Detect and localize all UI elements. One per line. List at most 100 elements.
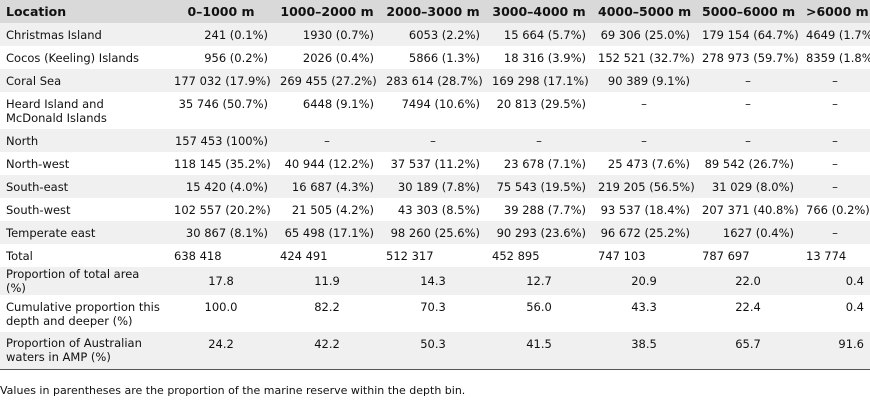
table-cell: 50.3 — [420, 337, 446, 351]
table-cell: 102 557 (20.2%) — [174, 202, 271, 217]
table-cell: 38.5 — [631, 337, 657, 351]
table-row: North-west 118 145 (35.2%) 40 944 (12.2%… — [0, 152, 870, 175]
table-cell: 278 973 (59.7%) — [702, 50, 799, 65]
table-cell: 20.9 — [631, 274, 657, 288]
header-depth-over-6000: >6000 m — [806, 4, 869, 19]
row-label: Proportion of total area (%) — [6, 267, 140, 295]
table-cell: 14.3 — [420, 274, 446, 288]
table-row: Cocos (Keeling) Islands 956 (0.2%) 2026 … — [0, 46, 870, 69]
table-cell: 56.0 — [526, 300, 552, 314]
table-cell: – — [745, 133, 751, 148]
table-row: South-west 102 557 (20.2%) 21 505 (4.2%)… — [0, 198, 870, 221]
table-cell: – — [832, 73, 838, 88]
row-label: North-west — [6, 156, 70, 171]
table-cell: 65.7 — [735, 337, 761, 351]
row-label: Coral Sea — [6, 73, 62, 88]
table-cell: 0.4 — [845, 300, 864, 314]
table-cell: – — [832, 225, 838, 240]
table-cell: 152 521 (32.7%) — [598, 50, 695, 65]
table-cell: 37 537 (11.2%) — [390, 156, 480, 171]
table-cell: 13 774 — [806, 248, 847, 263]
table-cell: – — [641, 133, 647, 148]
table-cell: – — [641, 97, 647, 111]
table-cell: 11.9 — [314, 274, 340, 288]
table-cell: – — [536, 133, 542, 148]
row-label: North — [6, 133, 39, 148]
table-cell: 21 505 (4.2%) — [291, 202, 374, 217]
table-cell: 1627 (0.4%) — [722, 225, 794, 240]
table-cell: 24.2 — [208, 337, 234, 351]
header-depth-0-1000: 0–1000 m — [187, 4, 255, 19]
table-cell: 16 687 (4.3%) — [291, 179, 374, 194]
table-cell: – — [745, 73, 751, 88]
table-row: Cumulative proportion this depth and dee… — [0, 295, 870, 332]
row-label: South-west — [6, 202, 71, 217]
table-cell: 18 316 (3.9%) — [503, 50, 586, 65]
header-depth-2000-3000: 2000–3000 m — [386, 4, 480, 19]
table-header: Location 0–1000 m 1000–2000 m 2000–3000 … — [0, 0, 870, 23]
table-cell: 17.8 — [208, 274, 234, 288]
row-label: Total — [6, 248, 33, 263]
table-cell: 452 895 — [492, 248, 540, 263]
table-cell: 22.4 — [735, 300, 761, 314]
table-cell: 93 537 (18.4%) — [600, 202, 690, 217]
table-cell: 219 205 (56.5%) — [598, 179, 695, 194]
table-cell: 43 303 (8.5%) — [397, 202, 480, 217]
table-cell: 169 298 (17.1%) — [492, 73, 589, 88]
table-cell: 179 154 (64.7%) — [702, 27, 799, 42]
table-cell: 30 189 (7.8%) — [397, 179, 480, 194]
table-cell: 766 (0.2%) — [806, 202, 870, 217]
table-cell: 118 145 (35.2%) — [174, 156, 271, 171]
table-cell: – — [832, 179, 838, 194]
table-cell: 12.7 — [526, 274, 552, 288]
table-cell: 41.5 — [526, 337, 552, 351]
table-cell: 0.4 — [845, 274, 864, 288]
table-cell: 6053 (2.2%) — [408, 27, 480, 42]
row-label: Christmas Island — [6, 27, 102, 42]
table-cell: 90 389 (9.1%) — [607, 73, 690, 88]
table-cell: – — [430, 133, 436, 148]
table-cell: 82.2 — [314, 300, 340, 314]
table-cell: 65 498 (17.1%) — [284, 225, 374, 240]
table-row: Coral Sea 177 032 (17.9%) 269 455 (27.2%… — [0, 69, 870, 92]
row-label: Cumulative proportion this depth and dee… — [6, 299, 160, 328]
table-cell: 100.0 — [204, 300, 238, 314]
row-label: South-east — [6, 179, 69, 194]
table-cell: 283 614 (28.7%) — [386, 73, 483, 88]
header-depth-3000-4000: 3000–4000 m — [492, 4, 586, 19]
table-cell: – — [324, 133, 330, 148]
header-depth-1000-2000: 1000–2000 m — [280, 4, 374, 19]
table-footnote: Values in parentheses are the proportion… — [0, 383, 466, 397]
table-cell: – — [832, 156, 838, 171]
table-cell: 40 944 (12.2%) — [284, 156, 374, 171]
table-cell: 4649 (1.7%) — [806, 27, 870, 42]
table-cell: 2026 (0.4%) — [302, 50, 374, 65]
table-cell: 157 453 (100%) — [174, 133, 268, 148]
table-row: South-east 15 420 (4.0%) 16 687 (4.3%) 3… — [0, 175, 870, 198]
table-cell: – — [832, 133, 838, 148]
table-cell: 90 293 (23.6%) — [496, 225, 586, 240]
table-cell: 42.2 — [314, 337, 340, 351]
table-row: North 157 453 (100%) – – – – – – — [0, 129, 870, 152]
table-cell: 638 418 — [174, 248, 222, 263]
table-cell: 98 260 (25.6%) — [390, 225, 480, 240]
table-cell: 269 455 (27.2%) — [280, 73, 377, 88]
table-cell: 6448 (9.1%) — [302, 97, 374, 111]
table-cell: 7494 (10.6%) — [401, 97, 480, 111]
table-row: Proportion of Australian waters in AMP (… — [0, 332, 870, 369]
row-label: Heard Island and McDonald Islands — [6, 96, 107, 125]
table-cell: 177 032 (17.9%) — [174, 73, 271, 88]
table-cell: 8359 (1.8%) — [806, 50, 870, 65]
table-cell: 91.6 — [838, 337, 864, 351]
table-cell: 39 288 (7.7%) — [503, 202, 586, 217]
table-cell: – — [832, 97, 838, 111]
table-cell: 207 371 (40.8%) — [702, 202, 799, 217]
header-depth-4000-5000: 4000–5000 m — [598, 4, 692, 19]
table-cell: 20 813 (29.5%) — [496, 97, 586, 111]
table-cell: 35 746 (50.7%) — [178, 97, 268, 111]
table-cell: 1930 (0.7%) — [302, 27, 374, 42]
header-depth-5000-6000: 5000–6000 m — [702, 4, 796, 19]
table-cell: 5866 (1.3%) — [408, 50, 480, 65]
table-cell: 30 867 (8.1%) — [185, 225, 268, 240]
